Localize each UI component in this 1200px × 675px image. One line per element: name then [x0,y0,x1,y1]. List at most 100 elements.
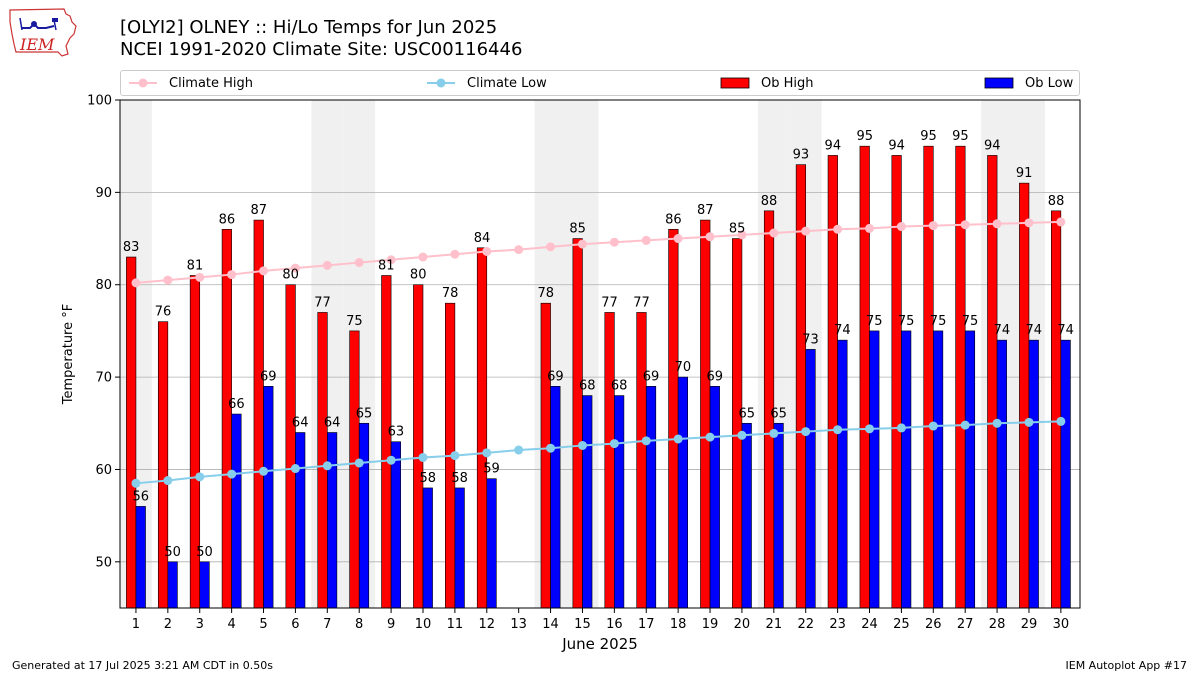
ob-high-label: 86 [665,212,682,227]
ob-low-label: 74 [834,323,851,338]
legend-item-climate-high: Climate High [127,73,253,93]
ob-high-bar [285,284,296,609]
climate-lines [131,217,1066,488]
climate-low-marker-icon [427,78,455,88]
ob-high-bar [604,312,615,609]
ob-high-label: 75 [346,314,363,329]
ob-high-bar [955,145,966,609]
x-tick-label: 1 [132,617,140,632]
ob-low-label: 69 [643,369,660,384]
ob-low-label: 58 [420,471,437,486]
chart-title: [OLYI2] OLNEY :: Hi/Lo Temps for Jun 202… [120,17,498,38]
ob-high-swatch-icon [720,77,750,89]
climate-high-point [1056,217,1066,227]
x-tick-label: 8 [355,617,363,632]
x-tick-label: 2 [164,617,172,632]
ob-high-bar [476,247,488,609]
ob-low-label: 75 [962,314,979,329]
ob-high-bar [317,312,328,609]
ob-high-label: 85 [729,222,746,237]
ob-high-bar [859,145,870,609]
ob-low-bar [869,330,880,609]
ob-high-label: 78 [442,286,459,301]
ob-low-label: 69 [547,369,564,384]
climate-low-point [322,461,332,471]
ob-high-bar [1050,210,1062,609]
ob-low-bar [550,386,561,609]
climate-high-point [354,258,364,268]
ob-low-label: 65 [738,406,755,421]
ob-high-label: 93 [793,148,810,163]
ob-high-bar [126,256,137,609]
ob-low-label: 58 [451,471,468,486]
climate-high-point [928,221,938,231]
ob-low-bar [582,395,593,609]
climate-low-point [801,427,811,437]
y-tick-label: 100 [87,94,112,109]
y-tick-label: 80 [95,278,112,293]
climate-low-point [450,451,460,461]
ob-low-label: 65 [770,406,787,421]
ob-high-label: 81 [187,258,204,273]
x-axis-title: June 2025 [561,635,638,653]
plot-frame [119,99,1081,609]
ob-high-bar [668,229,679,609]
climate-high-point [482,246,492,256]
climate-low-point [1024,417,1034,427]
ob-high-bar [221,229,232,609]
x-tick-label: 21 [766,617,783,632]
legend-label: Ob High [761,75,814,91]
ob-high-bar [540,302,551,609]
climate-high-point [769,228,779,238]
climate-high-point [290,263,300,273]
footer-generated: Generated at 17 Jul 2025 3:21 AM CDT in … [12,659,273,672]
ob-low-bar [1060,339,1071,609]
x-tick-label: 13 [510,617,527,632]
y-tick-label: 60 [95,463,112,478]
ob-low-label: 69 [707,369,724,384]
legend-label: Climate High [169,75,254,91]
x-tick-label: 10 [415,617,432,632]
climate-high-point [992,219,1002,229]
x-tick-label: 4 [227,617,235,632]
ob-low-bar [677,376,689,609]
climate-low-point [354,458,364,468]
x-tick-label: 16 [606,617,623,632]
climate-low-point [577,440,587,450]
ob-high-label: 88 [761,194,778,209]
ob-low-label: 50 [196,545,213,560]
climate-high-point [1024,218,1034,228]
ob-high-bar [732,238,743,609]
ob-high-label: 91 [1016,166,1033,181]
x-tick-label: 28 [989,617,1006,632]
x-tick-label: 7 [323,617,331,632]
climate-low-point [737,430,747,440]
ob-low-bar [837,339,848,609]
ob-high-label: 84 [474,231,491,246]
ob-high-label: 85 [569,222,586,237]
iem-logo: IEM [8,6,80,58]
ob-low-bar [135,506,146,609]
climate-low-point [131,478,141,488]
climate-low-point [896,423,906,433]
ob-low-bar [295,432,306,609]
ob-high-bar [636,312,647,609]
climate-low-point [673,434,683,444]
climate-high-point [163,275,173,285]
x-tick-label: 23 [829,617,846,632]
ob-high-bar [413,284,424,609]
ob-high-bar [253,219,264,609]
climate-low-point [960,420,970,430]
ob-low-bar [645,386,657,609]
x-tick-label: 5 [259,617,267,632]
climate-low-point [769,428,779,438]
climate-high-point [227,270,237,280]
ob-low-swatch-icon [984,77,1014,89]
ob-low-label: 59 [483,462,500,477]
legend-item-ob-low: Ob Low [983,73,1073,93]
ob-low-label: 64 [324,416,341,431]
climate-high-point [259,266,269,276]
climate-low-point [641,436,651,446]
